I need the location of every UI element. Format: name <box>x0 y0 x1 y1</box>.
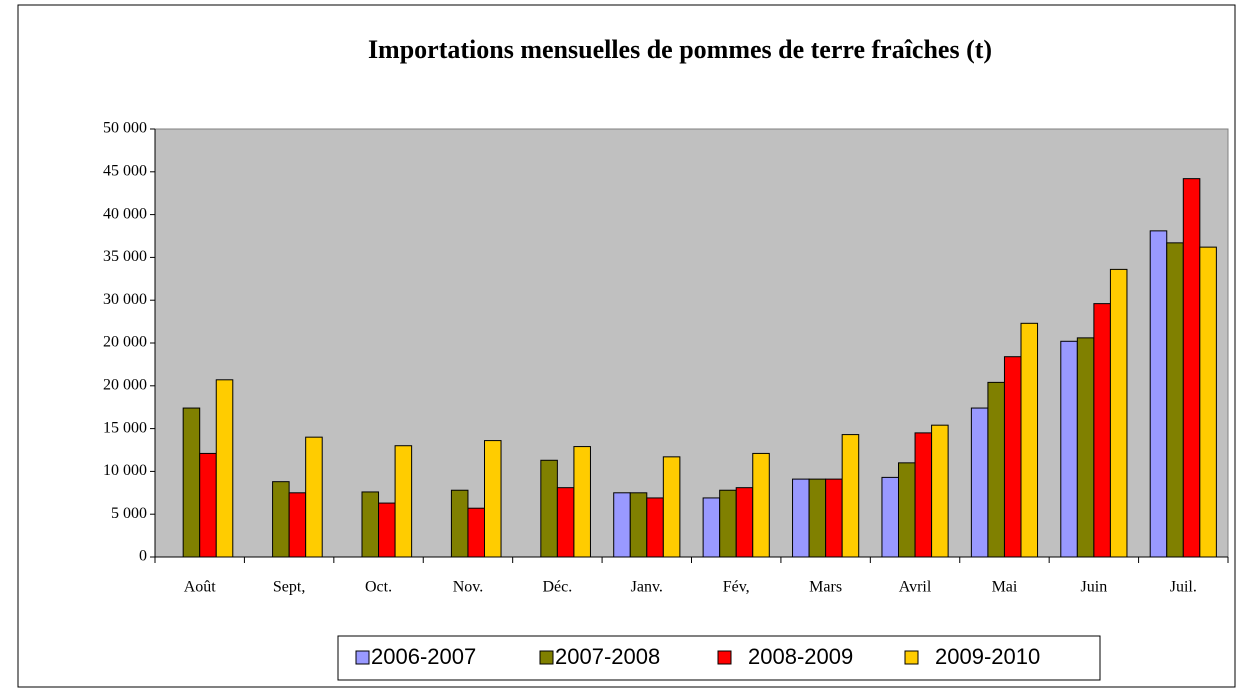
bar <box>199 452 217 558</box>
bar <box>970 407 989 558</box>
bar <box>1060 340 1078 558</box>
plot-area <box>154 128 1229 558</box>
y-tick-label: 5 000 <box>111 505 147 522</box>
bar <box>841 434 860 558</box>
bar <box>540 459 558 558</box>
bar <box>897 462 916 558</box>
bar <box>305 436 323 558</box>
bar <box>931 424 949 558</box>
bar <box>808 478 827 558</box>
bar <box>450 489 469 558</box>
bar <box>914 432 933 558</box>
y-tick-label: 40 000 <box>103 205 147 222</box>
bar <box>288 492 307 558</box>
x-tick-label: Juin <box>1081 579 1108 596</box>
y-tick-label: 15 000 <box>103 419 147 436</box>
bar <box>182 407 201 558</box>
y-tick-label: 20 000 <box>103 334 147 351</box>
bar <box>629 492 648 558</box>
bar <box>394 445 413 558</box>
chart-title: Importations mensuelles de pommes de ter… <box>368 35 992 64</box>
x-tick-label: Déc. <box>542 579 572 596</box>
x-tick-label: Avril <box>899 579 932 596</box>
y-tick-label: 45 000 <box>103 162 147 179</box>
x-tick-label: Fév, <box>723 579 750 596</box>
y-tick-label: 20 000 <box>103 376 147 393</box>
bar <box>825 478 843 558</box>
y-tick-label: 0 <box>139 548 147 565</box>
legend-label: 2008-2009 <box>748 644 853 669</box>
x-tick-label: Juil. <box>1170 579 1197 596</box>
bar <box>484 440 502 558</box>
y-tick-label: 30 000 <box>103 291 147 308</box>
x-tick-label: Août <box>184 579 217 596</box>
bar <box>1166 242 1184 558</box>
bar <box>735 487 754 558</box>
bar <box>1093 303 1111 558</box>
bar <box>662 456 681 558</box>
bar <box>1003 356 1022 558</box>
y-tick-label: 10 000 <box>103 462 147 479</box>
legend-label: 2006-2007 <box>371 644 476 669</box>
legend-label: 2009-2010 <box>935 644 1040 669</box>
bar <box>792 478 810 558</box>
bar <box>272 481 290 558</box>
legend-swatch <box>539 650 554 665</box>
bar <box>613 492 631 558</box>
bar <box>1182 178 1201 558</box>
legend-swatch <box>355 650 370 665</box>
x-tick-label: Sept, <box>273 579 305 596</box>
bar <box>467 507 486 558</box>
bar <box>1020 322 1039 558</box>
bar <box>361 491 380 558</box>
bar <box>556 487 575 558</box>
x-tick-label: Oct. <box>365 579 392 596</box>
x-tick-label: Janv. <box>631 579 663 596</box>
x-tick-label: Mai <box>992 579 1018 596</box>
bar <box>1109 268 1128 558</box>
legend-swatch <box>717 650 732 665</box>
bar <box>881 476 899 558</box>
y-tick-label: 35 000 <box>103 248 147 265</box>
legend-swatch <box>904 650 919 665</box>
legend-label: 2007-2008 <box>555 644 660 669</box>
bar <box>573 446 591 558</box>
bar <box>646 497 664 558</box>
bar <box>987 381 1005 558</box>
bar <box>1199 246 1217 558</box>
bar <box>215 379 234 558</box>
bar <box>378 502 396 558</box>
bar <box>752 452 770 558</box>
bar <box>1076 337 1095 558</box>
x-tick-label: Nov. <box>453 579 484 596</box>
bar <box>702 497 721 558</box>
y-tick-label: 50 000 <box>103 120 147 137</box>
x-tick-label: Mars <box>809 579 842 596</box>
bar <box>719 489 737 558</box>
bar <box>1149 230 1168 558</box>
